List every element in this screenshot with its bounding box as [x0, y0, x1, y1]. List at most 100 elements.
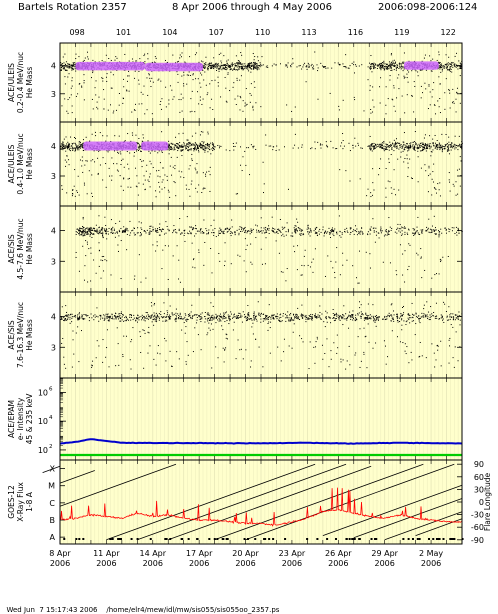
data-point [400, 63, 401, 64]
data-point [445, 227, 446, 228]
data-point [120, 151, 121, 152]
data-point [298, 227, 299, 228]
data-point [242, 228, 243, 229]
data-point [230, 233, 231, 234]
data-point [180, 145, 181, 146]
data-point [158, 182, 159, 183]
data-point [460, 316, 461, 317]
data-point [96, 80, 97, 81]
data-point [322, 144, 323, 145]
data-point [309, 66, 310, 67]
data-point [444, 146, 445, 147]
data-point [91, 77, 92, 78]
data-point [429, 148, 430, 149]
data-point [201, 147, 202, 148]
data-point [425, 134, 426, 135]
data-point [156, 196, 157, 197]
data-point [379, 168, 380, 169]
data-point [257, 225, 258, 226]
data-point [188, 150, 189, 151]
data-point [316, 232, 317, 233]
data-point [184, 143, 185, 144]
data-point [391, 193, 392, 194]
data-point [106, 55, 107, 56]
data-point [310, 235, 311, 236]
data-point [397, 77, 398, 78]
data-point [230, 231, 231, 232]
data-point [87, 244, 88, 245]
data-point [127, 228, 128, 229]
data-point [348, 68, 349, 69]
data-point [409, 143, 410, 144]
data-point [73, 62, 74, 63]
data-point [407, 77, 408, 78]
data-point [77, 93, 78, 94]
data-point [201, 74, 202, 75]
data-point [230, 65, 231, 66]
data-point [230, 69, 231, 70]
data-point [84, 99, 85, 100]
data-point [191, 233, 192, 234]
data-point [158, 317, 159, 318]
data-point [160, 81, 161, 82]
data-point [203, 67, 204, 68]
data-point [407, 234, 408, 235]
data-point [385, 188, 386, 189]
data-point [231, 263, 232, 264]
data-point [447, 147, 448, 148]
data-point [174, 165, 175, 166]
data-point [192, 74, 193, 75]
data-point [354, 138, 355, 139]
data-point [333, 231, 334, 232]
data-point [126, 228, 127, 229]
data-point [141, 229, 142, 230]
data-point [385, 67, 386, 68]
data-point [279, 253, 280, 254]
data-point [159, 227, 160, 228]
data-point [73, 69, 74, 70]
data-point [240, 63, 241, 64]
data-point [311, 65, 312, 66]
data-point [183, 83, 184, 84]
data-point [372, 168, 373, 169]
data-point [120, 228, 121, 229]
data-point [430, 155, 431, 156]
data-point [136, 60, 137, 61]
data-point [163, 302, 164, 303]
data-point [277, 347, 278, 348]
data-point [403, 62, 404, 63]
data-point [254, 66, 255, 67]
data-point [102, 362, 103, 363]
data-point [334, 272, 335, 273]
data-point [244, 151, 245, 152]
data-point [330, 232, 331, 233]
data-point [233, 146, 234, 147]
data-point [162, 250, 163, 251]
data-point [187, 150, 188, 151]
data-point [149, 74, 150, 75]
data-point [102, 234, 103, 235]
data-point [216, 68, 217, 69]
data-point [288, 62, 289, 63]
data-point [298, 148, 299, 149]
data-point [193, 227, 194, 228]
data-point [108, 110, 109, 111]
data-point [390, 227, 391, 228]
data-point [179, 142, 180, 143]
data-point [403, 314, 404, 315]
data-point [370, 234, 371, 235]
data-point [165, 245, 166, 246]
data-point [407, 70, 408, 71]
data-point [302, 66, 303, 67]
data-point [309, 232, 310, 233]
data-point [449, 63, 450, 64]
data-point [180, 234, 181, 235]
data-point [420, 150, 421, 151]
data-point [241, 75, 242, 76]
data-point [422, 229, 423, 230]
data-point [143, 160, 144, 161]
data-point [452, 67, 453, 68]
data-point [375, 65, 376, 66]
data-point [112, 317, 113, 318]
data-point [426, 230, 427, 231]
